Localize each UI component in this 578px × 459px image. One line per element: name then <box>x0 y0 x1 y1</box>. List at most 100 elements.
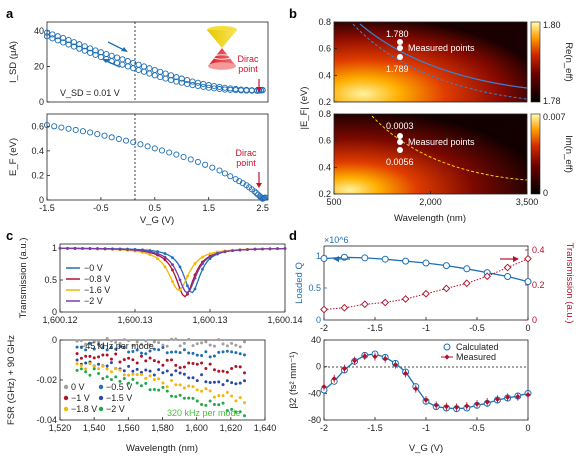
data-point <box>191 376 195 380</box>
data-point <box>88 341 92 345</box>
data-point <box>200 402 204 406</box>
y-tick-label: 20 <box>34 61 44 71</box>
panel-b-xticks: 500 2,000 3,500 <box>326 191 538 207</box>
y-tick-label: 0.4 <box>318 162 331 172</box>
x-tick-label: 0 <box>525 323 530 333</box>
data-point <box>191 396 195 400</box>
data-point <box>182 372 186 376</box>
data-point <box>261 247 264 251</box>
data-point <box>131 358 135 362</box>
data-point <box>184 77 191 84</box>
x-tick-label: -1 <box>422 423 430 433</box>
data-point <box>97 372 101 376</box>
data-point <box>88 362 92 366</box>
panel-c-lower-yticks: 0 -0.02 -0.04 <box>36 335 63 425</box>
data-point <box>340 303 349 312</box>
y-tick-label: 0.5 <box>44 275 57 285</box>
data-point <box>200 373 204 377</box>
data-point <box>165 351 169 355</box>
data-point <box>178 75 185 82</box>
data-point <box>161 371 165 375</box>
data-point <box>70 43 78 50</box>
x-tick-label: -1 <box>422 323 430 333</box>
data-point <box>146 65 153 72</box>
panel-b-xlabel: Wavelength (nm) <box>394 213 466 224</box>
data-point <box>201 255 204 259</box>
panel-a-upper-dirac-arrowhead <box>256 87 262 92</box>
data-point <box>234 343 238 347</box>
data-point <box>341 366 347 372</box>
data-point <box>462 279 471 288</box>
data-point <box>178 344 182 348</box>
panel-b-top-colorbar <box>530 21 541 103</box>
data-point <box>403 370 409 376</box>
data-point <box>392 362 398 368</box>
data-point <box>194 158 201 165</box>
sweep-arrowhead-backward <box>102 59 109 63</box>
y-tick-label: 0.6 <box>318 136 331 146</box>
data-point <box>157 360 161 364</box>
data-point <box>105 367 109 371</box>
panel-a-vsd-note: V_SD = 0.01 V <box>60 88 120 98</box>
y-tick-label: 0 <box>316 315 321 325</box>
data-point <box>515 394 521 400</box>
data-point <box>103 50 110 58</box>
data-point <box>204 366 208 370</box>
data-point <box>79 345 83 349</box>
x-tick-label: 1,540 <box>83 423 106 433</box>
panel-a-upper-ylabel: I_SD (μA) <box>8 41 19 83</box>
y-tick-label: 1 <box>316 251 321 261</box>
legend-label: Calculated <box>456 342 499 352</box>
data-point <box>361 254 369 262</box>
data-point <box>193 262 197 265</box>
data-point <box>94 131 101 138</box>
data-point <box>65 41 72 48</box>
data-point <box>525 392 531 398</box>
data-point <box>151 72 158 79</box>
data-point <box>217 403 221 407</box>
data-point <box>212 402 216 406</box>
data-point <box>137 141 144 148</box>
data-point <box>97 362 101 366</box>
data-point <box>105 337 109 341</box>
dirac-cone-icon <box>207 26 237 70</box>
data-point <box>105 375 109 379</box>
x-tick-label: -2 <box>320 423 328 433</box>
data-point <box>253 247 257 251</box>
data-point <box>135 361 139 365</box>
data-point <box>163 258 167 262</box>
data-point <box>208 381 212 385</box>
panel-b-bottom-cbar-min: 0 <box>543 188 548 198</box>
data-point <box>524 278 532 286</box>
data-point <box>161 385 165 389</box>
data-point <box>109 370 113 374</box>
panel-d-upper-ylabel: Loaded Q <box>294 262 305 304</box>
data-point <box>79 367 83 371</box>
data-point <box>163 255 167 259</box>
data-point <box>201 262 204 266</box>
data-point <box>144 359 148 363</box>
data-point <box>189 82 196 89</box>
data-point <box>111 247 114 251</box>
data-point <box>108 134 115 141</box>
y-tick-label: 0 <box>39 195 44 205</box>
panel-b-bottom-point <box>397 133 403 139</box>
sweep-arrowhead-forward <box>121 47 128 52</box>
data-point <box>165 369 169 373</box>
data-point <box>182 365 186 369</box>
data-point <box>204 403 208 407</box>
data-point <box>109 345 113 349</box>
x-tick-label: 0.5 <box>149 203 162 213</box>
data-point <box>217 380 221 384</box>
data-point <box>221 394 225 398</box>
x-tick-label: 1.5 <box>202 203 215 213</box>
data-point <box>413 386 419 392</box>
data-point <box>401 295 410 303</box>
data-point <box>238 410 242 414</box>
data-point <box>135 373 139 377</box>
data-point <box>127 373 131 377</box>
data-point <box>151 66 158 74</box>
data-point <box>126 248 129 251</box>
data-point <box>216 252 219 255</box>
data-point <box>230 366 234 370</box>
